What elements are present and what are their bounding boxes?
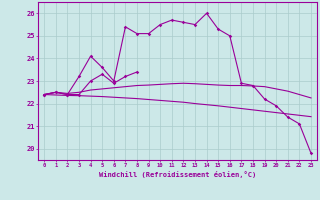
X-axis label: Windchill (Refroidissement éolien,°C): Windchill (Refroidissement éolien,°C) <box>99 171 256 178</box>
